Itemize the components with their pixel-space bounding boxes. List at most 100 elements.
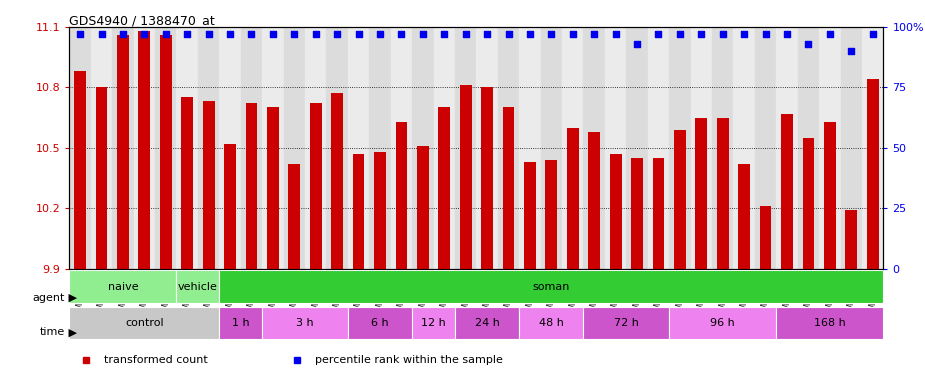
Point — [308, 31, 323, 37]
Bar — [434, 27, 455, 269]
Point — [287, 31, 302, 37]
Text: naive: naive — [107, 282, 138, 292]
Bar — [69, 307, 219, 339]
Text: 1 h: 1 h — [232, 318, 250, 328]
Point — [202, 31, 216, 37]
Text: 96 h: 96 h — [710, 318, 735, 328]
Bar — [112, 27, 133, 269]
Point — [179, 31, 194, 37]
Bar — [460, 85, 472, 269]
Bar — [626, 27, 647, 269]
Bar — [390, 27, 413, 269]
Text: 72 h: 72 h — [614, 318, 639, 328]
Bar — [841, 27, 862, 269]
Bar — [117, 35, 129, 269]
Bar — [502, 108, 514, 269]
Bar — [867, 79, 879, 269]
Point — [630, 41, 645, 47]
Bar — [781, 114, 793, 269]
Bar — [289, 164, 301, 269]
Bar — [584, 27, 605, 269]
Text: 24 h: 24 h — [475, 318, 500, 328]
Bar — [652, 158, 664, 269]
Bar — [862, 27, 883, 269]
Point — [158, 31, 173, 37]
Bar — [610, 154, 622, 269]
Point — [94, 31, 109, 37]
Bar — [498, 27, 519, 269]
Text: agent: agent — [32, 293, 65, 303]
Bar — [562, 27, 584, 269]
Bar — [417, 146, 428, 269]
Bar — [305, 27, 327, 269]
Text: 6 h: 6 h — [371, 318, 388, 328]
Bar — [219, 27, 240, 269]
Bar — [177, 27, 198, 269]
Bar — [245, 103, 257, 269]
Text: ▶: ▶ — [65, 327, 77, 337]
Bar — [69, 27, 91, 269]
Bar — [717, 118, 729, 269]
Point — [373, 31, 388, 37]
Bar — [413, 307, 455, 339]
Point — [137, 31, 152, 37]
Bar — [759, 206, 771, 269]
Bar — [803, 138, 814, 269]
Point — [244, 31, 259, 37]
Bar — [712, 27, 734, 269]
Point — [415, 31, 430, 37]
Bar — [240, 27, 262, 269]
Bar — [738, 164, 750, 269]
Point — [565, 31, 580, 37]
Bar — [352, 154, 364, 269]
Point — [437, 31, 451, 37]
Bar — [455, 27, 476, 269]
Bar — [331, 93, 343, 269]
Bar — [546, 160, 557, 269]
Bar — [181, 98, 193, 269]
Bar — [776, 27, 797, 269]
Text: 48 h: 48 h — [539, 318, 563, 328]
Bar — [567, 127, 579, 269]
Bar — [631, 158, 643, 269]
Bar — [198, 27, 219, 269]
Point — [865, 31, 880, 37]
Bar — [284, 27, 305, 269]
Bar — [691, 27, 712, 269]
Text: 168 h: 168 h — [814, 318, 845, 328]
Bar — [177, 270, 219, 303]
Point — [758, 31, 773, 37]
Point — [458, 31, 473, 37]
Bar — [476, 27, 498, 269]
Bar — [824, 122, 835, 269]
Point — [73, 31, 88, 37]
Bar — [369, 27, 390, 269]
Point — [501, 31, 516, 37]
Bar — [588, 132, 600, 269]
Point — [780, 31, 795, 37]
Point — [609, 31, 623, 37]
Text: time: time — [40, 327, 65, 337]
Bar — [69, 270, 177, 303]
Bar — [845, 210, 857, 269]
Bar — [95, 87, 107, 269]
Point — [265, 31, 280, 37]
Bar — [519, 27, 540, 269]
Bar — [455, 307, 519, 339]
Bar — [219, 270, 883, 303]
Text: control: control — [125, 318, 164, 328]
Bar — [267, 108, 278, 269]
Point — [694, 31, 709, 37]
Point — [329, 31, 344, 37]
Bar — [262, 27, 284, 269]
Bar — [74, 71, 86, 269]
Bar — [540, 27, 562, 269]
Bar — [203, 101, 215, 269]
Bar — [327, 27, 348, 269]
Bar — [219, 307, 262, 339]
Point — [651, 31, 666, 37]
Text: percentile rank within the sample: percentile rank within the sample — [315, 356, 503, 366]
Text: soman: soman — [533, 282, 570, 292]
Bar — [696, 118, 708, 269]
Bar — [755, 27, 776, 269]
